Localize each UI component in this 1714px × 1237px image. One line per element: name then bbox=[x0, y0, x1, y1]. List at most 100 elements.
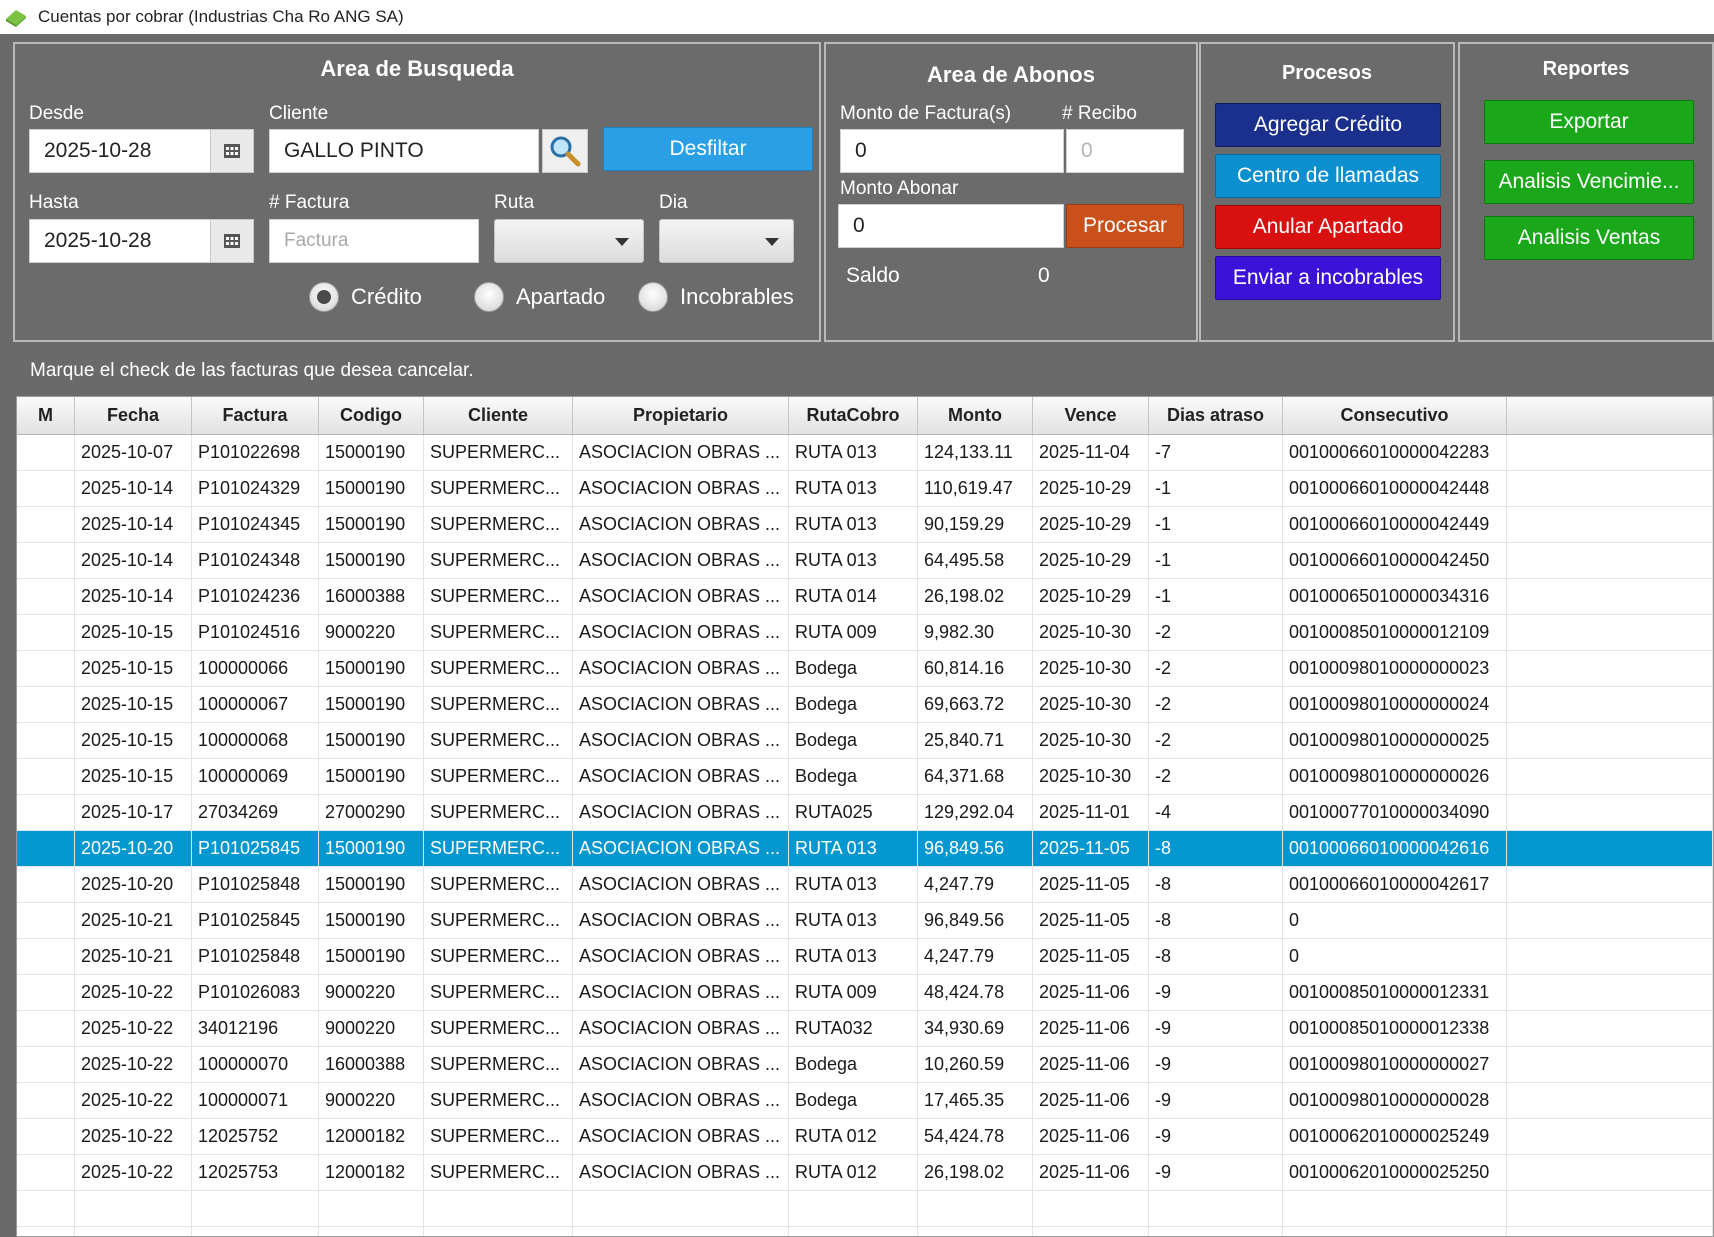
cell-m[interactable] bbox=[17, 471, 75, 506]
cell-m[interactable] bbox=[17, 903, 75, 938]
cell-m[interactable] bbox=[17, 1011, 75, 1046]
table-row[interactable]: 2025-10-21 P101025845 15000190 SUPERMERC...… bbox=[17, 903, 1713, 939]
column-header-factura[interactable]: Factura bbox=[192, 397, 319, 434]
table-row[interactable]: 2025-10-22 12025753 12000182 SUPERMERC... AS… bbox=[17, 1155, 1713, 1191]
cell-m[interactable] bbox=[17, 615, 75, 650]
monto-factura-label: Monto de Factura(s) bbox=[840, 103, 1012, 124]
cell-cliente: SUPERMERC... bbox=[424, 579, 573, 614]
cell-rutacobro: RUTA025 bbox=[789, 795, 918, 830]
table-row[interactable] bbox=[17, 1191, 1713, 1227]
monto-factura-input[interactable]: 0 bbox=[840, 129, 1064, 173]
cell-m[interactable] bbox=[17, 579, 75, 614]
cell-m[interactable] bbox=[17, 939, 75, 974]
exportar-button[interactable]: Exportar bbox=[1484, 100, 1694, 144]
cell-m[interactable] bbox=[17, 687, 75, 722]
cell-m[interactable] bbox=[17, 1119, 75, 1154]
radio-credito[interactable]: Crédito bbox=[309, 282, 422, 312]
column-header-propietario[interactable]: Propietario bbox=[573, 397, 789, 434]
cell-filler bbox=[1507, 687, 1713, 722]
analisis-vencimiento-button[interactable]: Analisis Vencimie... bbox=[1484, 160, 1694, 204]
cell-codigo bbox=[319, 1191, 424, 1226]
monto-abonar-input[interactable]: 0 bbox=[838, 204, 1064, 248]
table-row[interactable]: 2025-10-15 P101024516 9000220 SUPERMERC... A… bbox=[17, 615, 1713, 651]
cell-m[interactable] bbox=[17, 795, 75, 830]
desfiltrar-button[interactable]: Desfiltar bbox=[603, 127, 813, 171]
hasta-label: Hasta bbox=[29, 192, 79, 213]
table-row[interactable]: 2025-10-14 P101024345 15000190 SUPERMERC...… bbox=[17, 507, 1713, 543]
cliente-input[interactable]: GALLO PINTO bbox=[269, 129, 539, 173]
table-row[interactable]: 2025-10-22 12025752 12000182 SUPERMERC... AS… bbox=[17, 1119, 1713, 1155]
table-row[interactable]: 2025-10-22 P101026083 9000220 SUPERMERC... A… bbox=[17, 975, 1713, 1011]
chevron-down-icon bbox=[615, 238, 629, 246]
cell-vence: 2025-10-29 bbox=[1033, 579, 1149, 614]
table-row[interactable]: 2025-10-14 P101024348 15000190 SUPERMERC...… bbox=[17, 543, 1713, 579]
factura-input[interactable]: Factura bbox=[269, 219, 479, 263]
ruta-select[interactable] bbox=[494, 219, 644, 263]
table-row[interactable]: 2025-10-21 P101025848 15000190 SUPERMERC...… bbox=[17, 939, 1713, 975]
column-header-codigo[interactable]: Codigo bbox=[319, 397, 424, 434]
table-row[interactable]: 2025-10-07 P101022698 15000190 SUPERMERC...… bbox=[17, 435, 1713, 471]
dia-select[interactable] bbox=[659, 219, 794, 263]
cell-m[interactable] bbox=[17, 831, 75, 866]
table-row[interactable]: 2025-10-20 P101025845 15000190 SUPERMERC...… bbox=[17, 831, 1713, 867]
cell-m[interactable] bbox=[17, 651, 75, 686]
column-header-dias-atraso[interactable]: Dias atraso bbox=[1149, 397, 1283, 434]
table-row[interactable]: 2025-10-15 100000066 15000190 SUPERMERC... A… bbox=[17, 651, 1713, 687]
cell-factura: P101025848 bbox=[192, 939, 319, 974]
centro-llamadas-button[interactable]: Centro de llamadas bbox=[1215, 154, 1441, 198]
table-row[interactable]: 2025-10-15 100000069 15000190 SUPERMERC... A… bbox=[17, 759, 1713, 795]
cell-m[interactable] bbox=[17, 507, 75, 542]
cell-m[interactable] bbox=[17, 867, 75, 902]
column-header-rutacobro[interactable]: RutaCobro bbox=[789, 397, 918, 434]
table-row[interactable]: 2025-10-22 34012196 9000220 SUPERMERC... ASO… bbox=[17, 1011, 1713, 1047]
enviar-incobrables-button[interactable]: Enviar a incobrables bbox=[1215, 256, 1441, 300]
cell-monto: 60,814.16 bbox=[918, 651, 1033, 686]
procesar-button[interactable]: Procesar bbox=[1066, 204, 1184, 248]
radio-incobrables[interactable]: Incobrables bbox=[638, 282, 794, 312]
table-row[interactable]: 2025-10-15 100000067 15000190 SUPERMERC... A… bbox=[17, 687, 1713, 723]
search-icon bbox=[550, 136, 581, 167]
cell-m[interactable] bbox=[17, 975, 75, 1010]
column-header-monto[interactable]: Monto bbox=[918, 397, 1033, 434]
cell-m[interactable] bbox=[17, 1155, 75, 1190]
cell-factura: P101024516 bbox=[192, 615, 319, 650]
cell-m[interactable] bbox=[17, 1191, 75, 1226]
table-row[interactable]: 2025-10-14 P101024236 16000388 SUPERMERC...… bbox=[17, 579, 1713, 615]
hasta-calendar-button[interactable] bbox=[210, 219, 254, 263]
table-row[interactable]: 2025-10-22 100000071 9000220 SUPERMERC... AS… bbox=[17, 1083, 1713, 1119]
desde-calendar-button[interactable] bbox=[210, 129, 254, 173]
table-row[interactable]: 2025-10-17 27034269 27000290 SUPERMERC... AS… bbox=[17, 795, 1713, 831]
analisis-ventas-button[interactable]: Analisis Ventas bbox=[1484, 216, 1694, 260]
cell-monto: 129,292.04 bbox=[918, 795, 1033, 830]
hasta-date-input[interactable]: 2025-10-28 bbox=[29, 219, 223, 263]
cell-m[interactable] bbox=[17, 435, 75, 470]
column-header-fecha[interactable]: Fecha bbox=[75, 397, 192, 434]
cell-m[interactable] bbox=[17, 1083, 75, 1118]
column-header-cliente[interactable]: Cliente bbox=[424, 397, 573, 434]
radio-apartado[interactable]: Apartado bbox=[474, 282, 605, 312]
cliente-search-button[interactable] bbox=[542, 129, 588, 173]
table-row[interactable] bbox=[17, 1227, 1713, 1236]
anular-apartado-button[interactable]: Anular Apartado bbox=[1215, 205, 1441, 249]
cell-m[interactable] bbox=[17, 1047, 75, 1082]
agregar-credito-button[interactable]: Agregar Crédito bbox=[1215, 103, 1441, 147]
table-row[interactable]: 2025-10-15 100000068 15000190 SUPERMERC... A… bbox=[17, 723, 1713, 759]
column-header-m[interactable]: M bbox=[17, 397, 75, 434]
instruction-text: Marque el check de las facturas que dese… bbox=[30, 360, 474, 381]
cell-dias-atraso: -1 bbox=[1149, 579, 1283, 614]
table-row[interactable]: 2025-10-22 100000070 16000388 SUPERMERC... A… bbox=[17, 1047, 1713, 1083]
cell-m[interactable] bbox=[17, 759, 75, 794]
cell-rutacobro: RUTA 012 bbox=[789, 1119, 918, 1154]
desde-date-input[interactable]: 2025-10-28 bbox=[29, 129, 223, 173]
cell-m[interactable] bbox=[17, 1227, 75, 1236]
cell-m[interactable] bbox=[17, 723, 75, 758]
table-row[interactable]: 2025-10-20 P101025848 15000190 SUPERMERC...… bbox=[17, 867, 1713, 903]
cell-factura bbox=[192, 1191, 319, 1226]
column-header-vence[interactable]: Vence bbox=[1033, 397, 1149, 434]
cell-m[interactable] bbox=[17, 543, 75, 578]
column-header-consecutivo[interactable]: Consecutivo bbox=[1283, 397, 1507, 434]
cell-cliente: SUPERMERC... bbox=[424, 1119, 573, 1154]
recibo-input[interactable]: 0 bbox=[1066, 129, 1184, 173]
cell-monto: 90,159.29 bbox=[918, 507, 1033, 542]
table-row[interactable]: 2025-10-14 P101024329 15000190 SUPERMERC...… bbox=[17, 471, 1713, 507]
